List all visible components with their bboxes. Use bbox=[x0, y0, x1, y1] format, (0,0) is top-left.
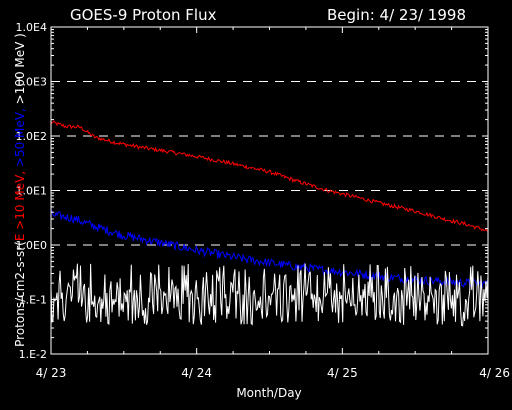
begin-date-label: Begin: 4/ 23/ 1998 bbox=[327, 6, 466, 24]
x-tick-label: 4/ 24 bbox=[181, 366, 212, 380]
gridlines bbox=[51, 81, 488, 246]
y-tick-label: 1.E-1 bbox=[19, 294, 47, 307]
y-tick-label: 1.0E3 bbox=[16, 76, 47, 89]
chart-title: GOES-9 Proton Flux bbox=[70, 6, 217, 24]
y-tick-label: 1.0E1 bbox=[16, 185, 47, 198]
series-line bbox=[50, 263, 489, 327]
x-tick-label: 4/ 23 bbox=[36, 366, 67, 380]
y-tick-label: 1.0E4 bbox=[16, 21, 47, 34]
x-axis-label: Month/Day bbox=[236, 386, 301, 400]
data-series bbox=[50, 120, 489, 327]
y-axis-label-part: E >10 MeV, bbox=[13, 167, 27, 241]
y-axis-label-part: >100 MeV ) bbox=[13, 33, 27, 104]
axis-ticks: 1.0E4 1.0E3 1.0E2 1.0E1 1.0E0 1.E-1 1.E-2 4/ 23… bbox=[16, 21, 510, 380]
y-axis-label: Protons/cm2-s-sr(E >10 MeV, >50 MeV, >10… bbox=[13, 33, 27, 347]
y-tick-label: 1.0E0 bbox=[16, 239, 47, 252]
x-tick-label: 4/ 26 bbox=[479, 366, 510, 380]
series-line bbox=[50, 120, 489, 232]
y-axis-label-part: >50 MeV, bbox=[13, 104, 27, 167]
x-tick-label: 4/ 25 bbox=[327, 366, 358, 380]
y-tick-label: 1.0E2 bbox=[16, 130, 47, 143]
y-axis-label-part: Protons/cm2-s-sr( bbox=[13, 241, 27, 347]
y-tick-label: 1.E-2 bbox=[19, 348, 47, 361]
